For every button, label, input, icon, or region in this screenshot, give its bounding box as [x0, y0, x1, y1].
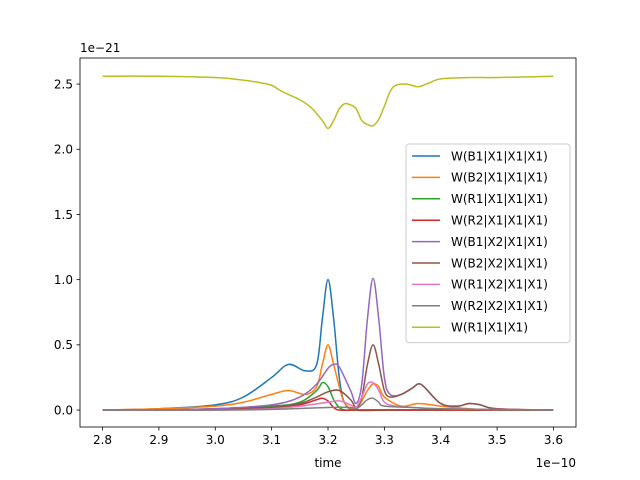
- plot-area: [79, 57, 577, 428]
- x-axis-label: time: [314, 456, 341, 470]
- series-line-6: [102, 344, 554, 411]
- y-tick-label: 2.0: [54, 143, 73, 157]
- series-line-9: [102, 75, 554, 130]
- x-offset-label: 1e−10: [536, 456, 576, 470]
- x-tick-label: 3.3: [375, 433, 394, 447]
- x-tick-label: 3.6: [544, 433, 563, 447]
- legend: W(B1|X1|X1|X1) W(B2|X1|X1|X1) W(R1|X1|X1|X…: [405, 143, 571, 344]
- x-axis: 2.8 2.9 3.0 3.1 3.2 3.3 3.4 3.5 3.6: [93, 427, 563, 447]
- y-tick-label: 0.5: [54, 338, 73, 352]
- legend-entry: W(B2|X1|X1|X1): [451, 171, 548, 185]
- legend-entry: W(B2|X2|X1|X1): [451, 256, 548, 270]
- legend-entry: W(B1|X1|X1|X1): [451, 149, 548, 163]
- y-axis: 0.0 0.5 1.0 1.5 2.0 2.5: [54, 77, 80, 417]
- legend-entry: W(R1|X1|X1|X1): [451, 192, 548, 206]
- x-tick-label: 3.2: [318, 433, 337, 447]
- legend-entry: W(R1|X2|X1|X1): [451, 278, 548, 292]
- legend-entry: W(B1|X2|X1|X1): [451, 235, 548, 249]
- x-tick-label: 2.8: [93, 433, 112, 447]
- legend-entry: W(R2|X2|X1|X1): [451, 299, 548, 313]
- legend-entry: W(R1|X1|X1): [451, 321, 528, 335]
- y-tick-label: 1.0: [54, 273, 73, 287]
- y-tick-label: 1.5: [54, 208, 73, 222]
- legend-entry: W(R2|X1|X1|X1): [451, 214, 548, 228]
- y-offset-label: 1e−21: [80, 41, 120, 55]
- x-tick-label: 2.9: [149, 433, 168, 447]
- series-line-8: [102, 397, 554, 411]
- x-tick-label: 3.0: [206, 433, 225, 447]
- y-tick-label: 0.0: [54, 403, 73, 417]
- x-tick-label: 3.1: [262, 433, 281, 447]
- x-tick-label: 3.5: [488, 433, 507, 447]
- y-tick-label: 2.5: [54, 77, 73, 91]
- series-line-2: [102, 344, 554, 411]
- x-tick-label: 3.4: [431, 433, 450, 447]
- legend-box: [405, 143, 571, 344]
